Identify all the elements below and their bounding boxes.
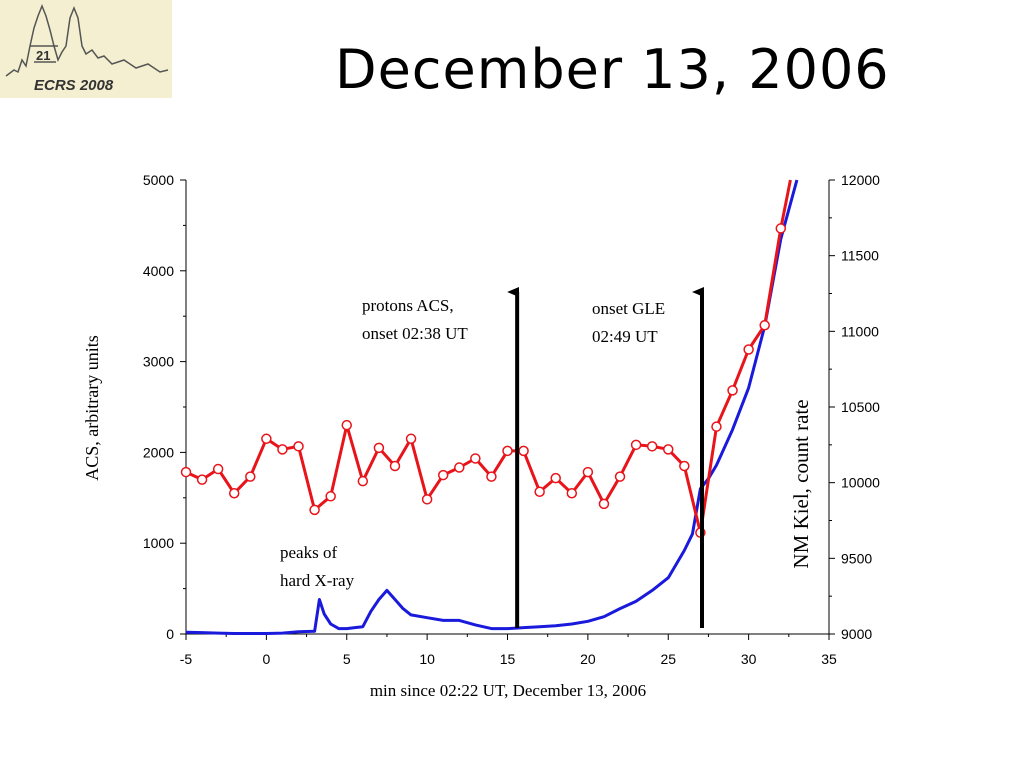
right-tick-label: 10000 xyxy=(841,475,880,491)
nm-kiel-point xyxy=(646,441,658,452)
x-tick-label: 35 xyxy=(821,651,837,667)
right-tick-label: 9500 xyxy=(841,550,872,566)
logo-number: 21 xyxy=(36,48,50,63)
nm-kiel-point xyxy=(759,320,770,331)
nm-kiel-point xyxy=(775,223,787,234)
nm-kiel-point xyxy=(614,471,626,482)
nm-kiel-point xyxy=(389,460,401,472)
nm-kiel-point xyxy=(470,453,481,464)
nm-kiel-point xyxy=(598,498,610,510)
acs-series-line xyxy=(185,179,799,635)
left-tick-label: 0 xyxy=(166,626,174,642)
gle-onset-label: onset GLE xyxy=(592,299,665,318)
nm-kiel-point xyxy=(437,469,449,481)
right-tick-label: 11000 xyxy=(841,323,879,339)
ecrs-logo-drawing: 21 ECRS 2008 xyxy=(0,0,172,98)
nm-kiel-point xyxy=(309,504,320,516)
gle-onset-label: 02:49 UT xyxy=(592,327,658,346)
right-tick-label: 10500 xyxy=(841,399,880,415)
nm-kiel-point xyxy=(277,444,288,455)
right-tick-label: 9000 xyxy=(841,626,872,642)
x-tick-label: 10 xyxy=(419,651,435,667)
nm-kiel-point xyxy=(180,466,192,478)
left-tick-label: 2000 xyxy=(143,444,174,460)
xray-peaks-label: peaks of xyxy=(280,543,337,562)
x-tick-label: 20 xyxy=(580,651,596,667)
x-tick-label: 5 xyxy=(343,651,351,667)
chart-axes xyxy=(185,180,830,635)
nm-kiel-point xyxy=(325,491,336,502)
left-axis-ticks: 0 1000 2000 3000 4000 5000 xyxy=(143,172,186,642)
nm-kiel-point xyxy=(518,445,529,457)
right-tick-label: 11500 xyxy=(841,248,879,264)
x-tick-label: 30 xyxy=(741,651,757,667)
annotation-layer: protons ACS, onset 02:38 UT onset GLE 02:49… xyxy=(280,287,705,628)
ecrs-logo: 21 ECRS 2008 xyxy=(0,0,172,98)
x-tick-label: -5 xyxy=(180,651,193,667)
nm-kiel-point xyxy=(582,466,594,478)
logo-text: ECRS 2008 xyxy=(34,77,114,94)
x-axis-label: min since 02:22 UT, December 13, 2006 xyxy=(370,681,646,700)
skyline-icon xyxy=(5,3,169,77)
nm-kiel-point xyxy=(743,344,754,355)
nm-kiel-point xyxy=(228,488,240,499)
x-tick-label: 0 xyxy=(262,651,270,667)
nm-kiel-point xyxy=(405,433,417,445)
nm-kiel-point xyxy=(293,441,304,452)
left-tick-label: 4000 xyxy=(143,263,174,279)
left-tick-label: 1000 xyxy=(143,535,174,551)
left-axis-label: ACS, arbitrary units xyxy=(82,335,102,481)
right-tick-label: 12000 xyxy=(841,172,880,188)
nm-kiel-point xyxy=(341,419,352,431)
series-layer xyxy=(180,179,799,635)
nm-kiel-point xyxy=(566,488,578,499)
nm-kiel-point xyxy=(502,445,513,457)
right-axis-ticks: 9000 9500 10000 10500 11000 11500 12000 xyxy=(829,172,880,642)
nm-kiel-point xyxy=(630,439,642,451)
nm-kiel-point xyxy=(486,471,497,482)
nm-kiel-point xyxy=(663,444,674,455)
nm-kiel-point xyxy=(534,486,545,497)
nm-kiel-point xyxy=(357,475,369,487)
nm-kiel-point xyxy=(727,385,738,396)
protons-onset-label: onset 02:38 UT xyxy=(362,324,468,343)
nm-kiel-point xyxy=(454,462,465,473)
nm-kiel-point xyxy=(421,494,433,505)
nm-kiel-point xyxy=(550,472,561,484)
left-tick-label: 5000 xyxy=(143,172,174,188)
slide-title: December 13, 2006 xyxy=(335,38,890,101)
nm-kiel-point xyxy=(261,433,272,445)
left-tick-label: 3000 xyxy=(143,354,174,370)
nm-kiel-point xyxy=(711,421,722,432)
nm-kiel-point xyxy=(212,463,224,475)
right-axis-label: NM Kiel, count rate xyxy=(789,399,813,568)
xray-peaks-label: hard X-ray xyxy=(280,571,355,590)
x-tick-label: 25 xyxy=(660,651,676,667)
x-tick-label: 15 xyxy=(500,651,516,667)
nm-kiel-point xyxy=(196,474,208,485)
x-axis-ticks: -5 0 5 10 15 20 25 30 35 xyxy=(180,634,837,667)
nm-kiel-point xyxy=(373,442,385,454)
nm-kiel-point xyxy=(245,471,256,482)
nm-kiel-point xyxy=(679,460,690,472)
protons-onset-label: protons ACS, xyxy=(362,296,454,315)
